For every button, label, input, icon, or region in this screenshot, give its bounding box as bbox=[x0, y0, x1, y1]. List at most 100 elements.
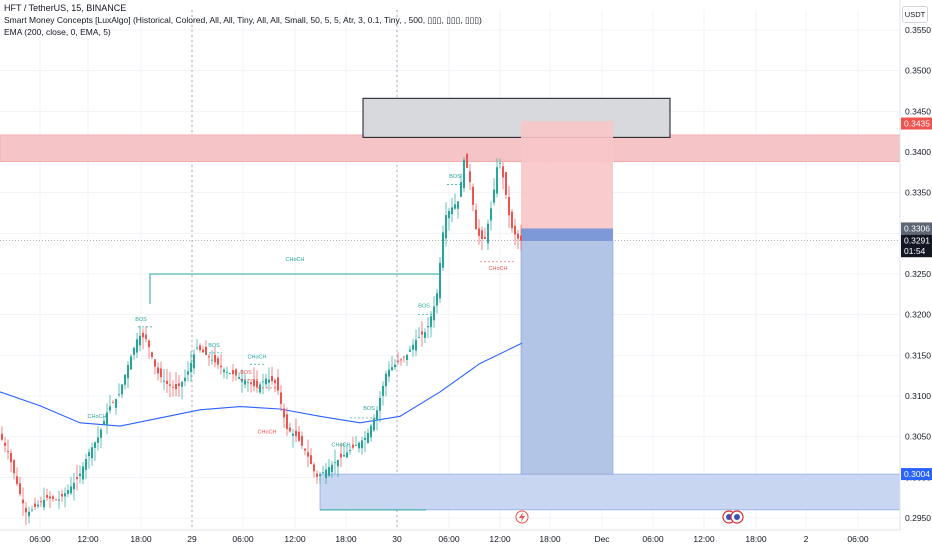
candle-body bbox=[235, 369, 237, 376]
candle-body bbox=[64, 493, 66, 497]
time-tick-label: 18:00 bbox=[745, 534, 767, 544]
time-tick-label: 12:00 bbox=[77, 534, 99, 544]
candle-body bbox=[283, 408, 285, 418]
candle-body bbox=[415, 339, 417, 351]
time-tick-label: 18:00 bbox=[130, 534, 152, 544]
price-label-tag bbox=[901, 234, 932, 247]
price-axis[interactable]: 0.29500.30000.30500.31000.31500.32000.32… bbox=[899, 0, 932, 550]
candle-body bbox=[151, 352, 153, 357]
demand-zone bbox=[319, 473, 901, 511]
price-axis-bg bbox=[900, 0, 932, 550]
ema-200-line bbox=[0, 342, 523, 427]
price-tick-label: 0.3550 bbox=[905, 25, 931, 35]
price-tick-label: 0.3150 bbox=[905, 350, 931, 360]
time-tick-label: 06:00 bbox=[642, 534, 664, 544]
candle-body bbox=[97, 437, 99, 443]
candle-body bbox=[268, 379, 270, 383]
candle-body bbox=[442, 232, 444, 268]
candle-body bbox=[127, 365, 129, 379]
candles-layer bbox=[1, 153, 522, 525]
candle-body bbox=[175, 383, 177, 390]
candle-body bbox=[166, 380, 168, 385]
candle-body bbox=[115, 399, 117, 408]
candle-body bbox=[514, 225, 516, 235]
candle-body bbox=[259, 384, 261, 393]
price-tick-label: 0.3450 bbox=[905, 106, 931, 116]
candle-body bbox=[367, 433, 369, 443]
candle-body bbox=[34, 503, 36, 508]
candle-body bbox=[421, 331, 423, 335]
candle-body bbox=[184, 377, 186, 382]
candle-body bbox=[130, 356, 132, 370]
candle-body bbox=[301, 435, 303, 446]
candle-body bbox=[52, 496, 54, 499]
candle-body bbox=[373, 418, 375, 431]
indicator-ema-legend[interactable]: EMA (200, close, 0, EMA, 5) bbox=[4, 27, 111, 37]
time-tick-label: 30 bbox=[392, 534, 402, 544]
candle-body bbox=[289, 427, 291, 432]
indicator-smc-legend[interactable]: Smart Money Concepts [LuxAlgo] (Historic… bbox=[4, 15, 482, 25]
price-tick-label: 0.3050 bbox=[905, 432, 931, 442]
candle-body bbox=[352, 444, 354, 448]
candle-body bbox=[475, 209, 477, 230]
candle-body bbox=[349, 450, 351, 451]
candle-body bbox=[274, 380, 276, 383]
candle-body bbox=[217, 358, 219, 365]
price-tick-label: 0.2950 bbox=[905, 513, 931, 523]
candle-body bbox=[361, 440, 363, 449]
time-tick-label: 18:00 bbox=[539, 534, 561, 544]
candle-body bbox=[334, 462, 336, 464]
candle-body bbox=[238, 377, 240, 379]
time-axis[interactable]: 06:00 12:00 18:00 29 06:00 12:00 18:00 30 06:00 1… bbox=[0, 529, 932, 550]
candle-body bbox=[379, 398, 381, 411]
candle-body bbox=[265, 378, 267, 385]
candle-body bbox=[307, 452, 309, 457]
candle-body bbox=[7, 450, 9, 452]
structure-label: CHoCH bbox=[286, 257, 305, 263]
candle-body bbox=[40, 501, 42, 503]
time-tick-label: 06:00 bbox=[29, 534, 51, 544]
supply-zone bbox=[0, 134, 901, 163]
time-tick-label: 12:00 bbox=[489, 534, 511, 544]
candle-body bbox=[193, 354, 195, 369]
candle-body bbox=[145, 334, 147, 339]
candle-body bbox=[433, 306, 435, 321]
choch-level-line bbox=[149, 273, 440, 305]
short-position-stop-zone bbox=[521, 121, 613, 229]
candle-body bbox=[220, 365, 222, 368]
candle-body bbox=[133, 347, 135, 355]
candle-body bbox=[226, 371, 228, 373]
candle-body bbox=[247, 382, 249, 384]
candle-body bbox=[94, 442, 96, 448]
candle-body bbox=[418, 337, 420, 338]
candle-body bbox=[412, 344, 414, 350]
candle-body bbox=[277, 377, 279, 391]
currency-button[interactable]: USDT bbox=[902, 6, 928, 23]
candle-body bbox=[250, 382, 252, 385]
candle-body bbox=[163, 380, 165, 382]
candle-body bbox=[43, 499, 45, 508]
candle-body bbox=[310, 455, 312, 464]
candle-body bbox=[1, 433, 3, 440]
candle-body bbox=[400, 359, 402, 361]
candle-body bbox=[478, 228, 480, 236]
structure-label: CHoCH bbox=[88, 414, 107, 420]
candle-body bbox=[481, 230, 483, 239]
structure-label: CHoCH bbox=[489, 266, 508, 272]
candle-body bbox=[358, 442, 360, 449]
grid-lines bbox=[0, 10, 900, 528]
zones-layer bbox=[0, 97, 901, 511]
candle-body bbox=[136, 339, 138, 353]
candle-body bbox=[106, 412, 108, 426]
price-tick-label: 0.3500 bbox=[905, 66, 931, 76]
candle-body bbox=[319, 474, 321, 477]
candle-body bbox=[169, 384, 171, 386]
candle-body bbox=[466, 153, 468, 168]
candle-body bbox=[487, 223, 489, 244]
candle-body bbox=[490, 208, 492, 221]
candle-body bbox=[382, 385, 384, 396]
flag-icon bbox=[734, 514, 740, 520]
structure-label: CHoCH bbox=[332, 442, 351, 448]
ema-line-layer bbox=[0, 342, 523, 427]
